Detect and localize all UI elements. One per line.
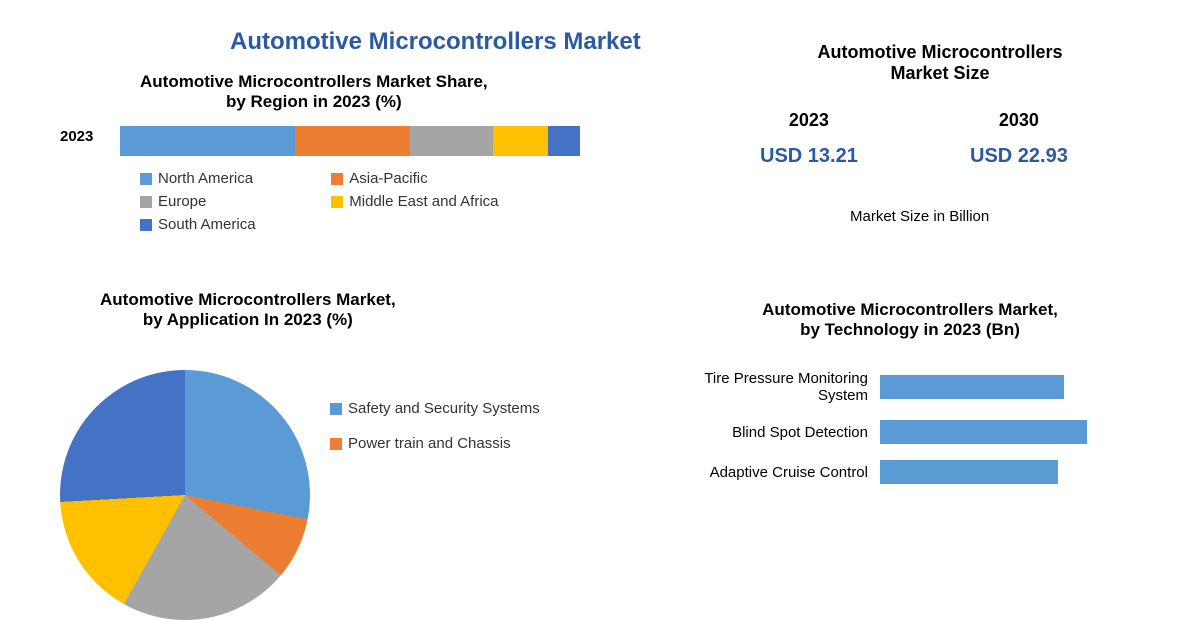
- legend-label: Middle East and Africa: [349, 193, 498, 210]
- market-size-stat: 2023 USD 13.21: [760, 110, 858, 168]
- technology-bar: [880, 420, 1087, 444]
- market-size-note: Market Size in Billion: [850, 208, 989, 225]
- region-stacked-bar: [120, 126, 580, 156]
- legend-label: Europe: [158, 193, 206, 210]
- legend-label: South America: [158, 216, 256, 233]
- application-legend-item: Power train and Chassis: [330, 435, 540, 452]
- region-segment: [548, 126, 580, 156]
- market-size-year: 2030: [970, 110, 1068, 131]
- market-size-year: 2023: [760, 110, 858, 131]
- market-size-value: USD 22.93: [970, 145, 1068, 168]
- legend-swatch: [330, 403, 342, 415]
- application-legend-item: Safety and Security Systems: [330, 400, 540, 417]
- main-title: Automotive Microcontrollers Market: [230, 28, 641, 56]
- region-legend-item: Asia-Pacific: [331, 170, 498, 187]
- region-legend-item: Middle East and Africa: [331, 193, 498, 210]
- application-legend: Safety and Security Systems Power train a…: [330, 400, 540, 452]
- technology-bar-label: Tire Pressure MonitoringSystem: [650, 370, 880, 404]
- region-legend-item: Europe: [140, 193, 307, 210]
- legend-label: Safety and Security Systems: [348, 400, 540, 417]
- region-year-label: 2023: [60, 128, 93, 145]
- technology-bar-chart: Tire Pressure MonitoringSystem Blind Spot…: [650, 370, 1087, 500]
- legend-swatch: [140, 196, 152, 208]
- region-segment: [120, 126, 295, 156]
- technology-bar-row: Tire Pressure MonitoringSystem: [650, 370, 1087, 404]
- legend-swatch: [330, 438, 342, 450]
- legend-swatch: [140, 219, 152, 231]
- market-size-value: USD 13.21: [760, 145, 858, 168]
- legend-label: North America: [158, 170, 253, 187]
- technology-bar: [880, 460, 1058, 484]
- technology-bar-row: Adaptive Cruise Control: [650, 460, 1087, 484]
- region-segment: [410, 126, 493, 156]
- technology-chart-title: Automotive Microcontrollers Market,by Te…: [700, 300, 1120, 340]
- legend-swatch: [331, 173, 343, 185]
- technology-bar: [880, 375, 1064, 399]
- legend-label: Asia-Pacific: [349, 170, 427, 187]
- region-segment: [493, 126, 548, 156]
- technology-bar-row: Blind Spot Detection: [650, 420, 1087, 444]
- region-legend: North America Asia-Pacific Europe Middle Ea…: [140, 170, 499, 233]
- technology-bar-label: Blind Spot Detection: [650, 424, 880, 441]
- region-segment: [295, 126, 410, 156]
- legend-label: Power train and Chassis: [348, 435, 511, 452]
- application-pie: [60, 370, 310, 620]
- market-size-stat: 2030 USD 22.93: [970, 110, 1068, 168]
- legend-swatch: [331, 196, 343, 208]
- technology-bar-label: Adaptive Cruise Control: [650, 464, 880, 481]
- application-chart-title: Automotive Microcontrollers Market,by Ap…: [100, 290, 396, 330]
- region-chart-title: Automotive Microcontrollers Market Share…: [140, 72, 488, 112]
- legend-swatch: [140, 173, 152, 185]
- region-legend-item: South America: [140, 216, 307, 233]
- market-size-title: Automotive MicrocontrollersMarket Size: [750, 42, 1130, 84]
- region-legend-item: North America: [140, 170, 307, 187]
